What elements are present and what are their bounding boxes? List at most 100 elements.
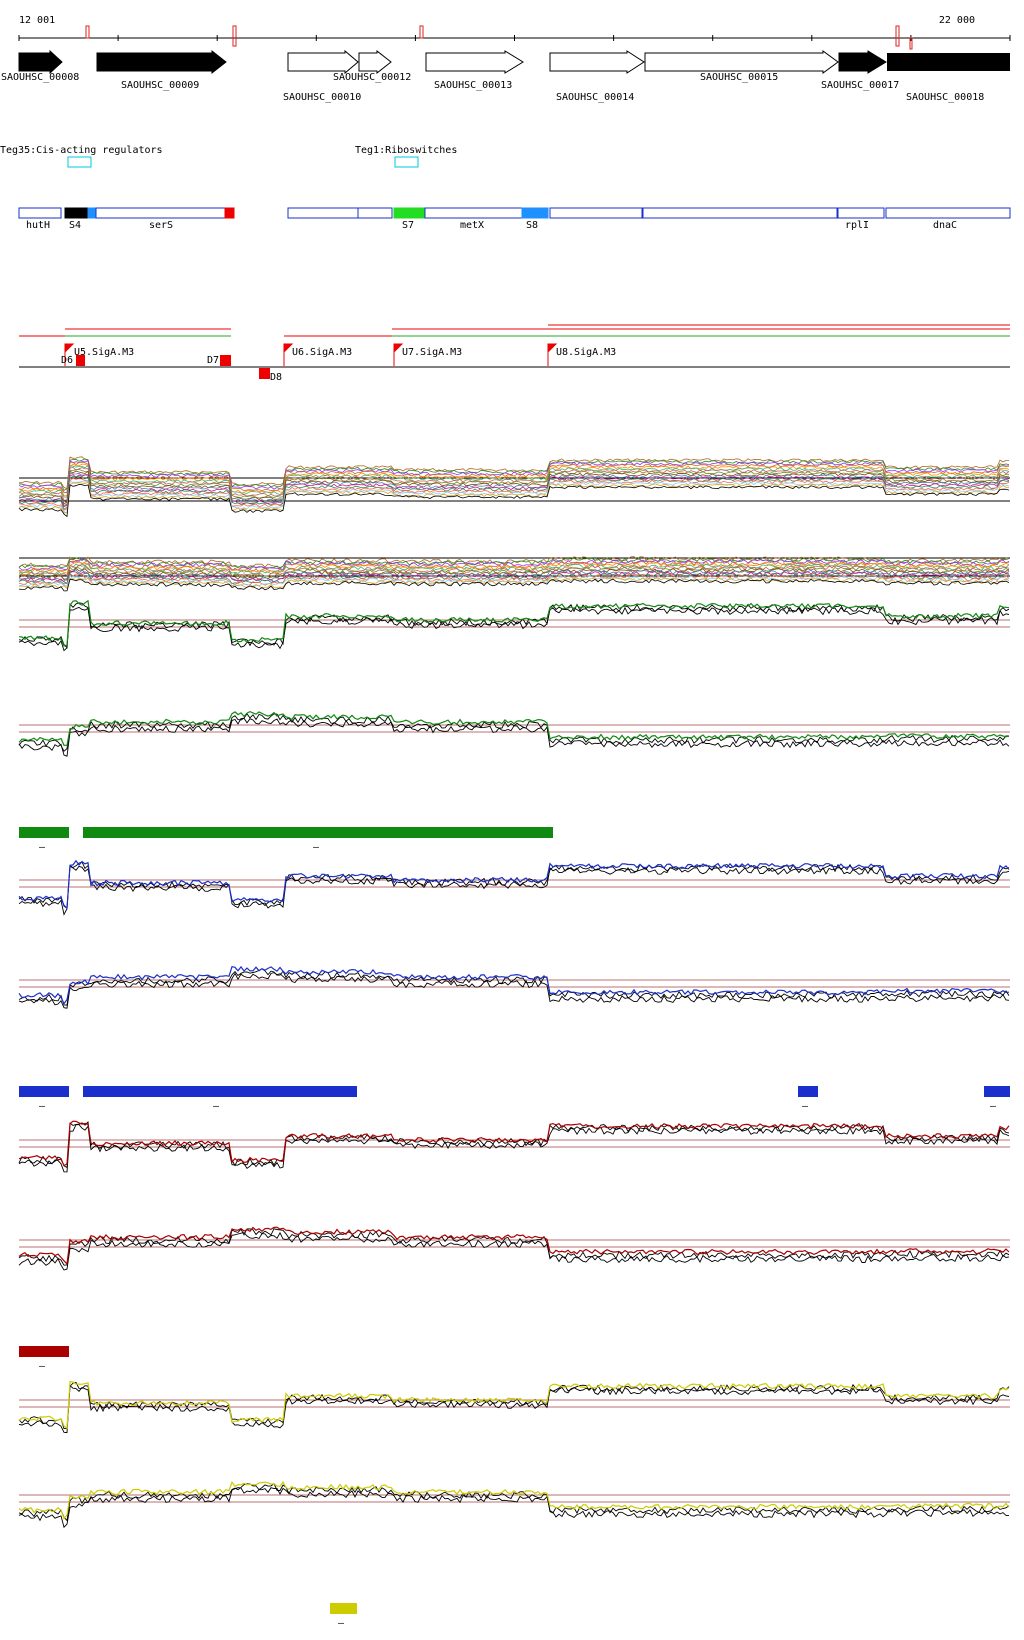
regulator-track: Teg35:Cis-acting regulators Teg1:Riboswi… xyxy=(0,145,457,168)
segment-box[interactable] xyxy=(287,207,359,219)
expression-profile-line xyxy=(18,561,1010,574)
segment-box[interactable] xyxy=(424,207,523,219)
profile-line xyxy=(18,599,1010,647)
bar-mark: – xyxy=(39,1361,46,1372)
segment-box[interactable] xyxy=(18,207,62,219)
transcription-unit-track: U5.SigA.M3 U6.SigA.M3 U7.SigA.M3 U8.SigA… xyxy=(19,324,1010,383)
gene-label: SAOUHSC_00013 xyxy=(434,80,512,91)
regulator-box[interactable] xyxy=(394,156,419,168)
terminator-block[interactable] xyxy=(259,368,270,379)
gene-label: SAOUHSC_00017 xyxy=(821,80,899,91)
ruler-marker xyxy=(232,25,237,47)
blue-condition-bar[interactable] xyxy=(984,1086,1010,1097)
segment-box[interactable] xyxy=(64,207,89,219)
red-condition-bar[interactable] xyxy=(19,1346,69,1357)
gene-arrow[interactable] xyxy=(838,50,887,74)
profile-line xyxy=(18,1381,1010,1430)
bar-mark: – xyxy=(338,1618,345,1629)
gene-label: SAOUHSC_00009 xyxy=(121,80,199,91)
terminator-label: D7 xyxy=(207,355,219,366)
terminator-block[interactable] xyxy=(220,355,231,366)
segment-box[interactable] xyxy=(549,207,643,219)
profile-line xyxy=(18,859,1010,910)
segment-box[interactable] xyxy=(837,207,885,219)
gene-arrow[interactable] xyxy=(549,50,645,74)
segment-box[interactable] xyxy=(87,207,97,219)
green-condition-bar[interactable] xyxy=(83,827,553,838)
segment-label: hutH xyxy=(26,220,50,231)
gene-arrow[interactable] xyxy=(96,49,227,75)
segment-label: metX xyxy=(460,220,484,231)
expression-profile-line xyxy=(18,483,1010,518)
expression-profile-line xyxy=(18,468,1010,503)
blue-condition-bar[interactable] xyxy=(83,1086,357,1097)
expression-profile-line xyxy=(18,572,1010,585)
profile-line xyxy=(18,965,1010,1005)
profile-line xyxy=(18,1480,1010,1520)
gene-block[interactable] xyxy=(887,53,1010,71)
profile-line xyxy=(18,865,1010,916)
promoter-flag[interactable] xyxy=(547,343,558,366)
expression-profile-line xyxy=(18,459,1010,493)
expression-profile-line xyxy=(18,558,1010,571)
blue-condition-bar[interactable] xyxy=(19,1086,69,1097)
terminator-block[interactable] xyxy=(76,355,85,366)
gene-track: SAOUHSC_00008 SAOUHSC_00009 SAOUHSC_0001… xyxy=(1,49,1010,103)
segment-label: S7 xyxy=(402,220,414,231)
gene-label: SAOUHSC_00008 xyxy=(1,72,79,83)
segment-box[interactable] xyxy=(393,207,426,219)
condition-bars: – – – – – – – – xyxy=(19,827,1010,1629)
gene-arrow[interactable] xyxy=(644,50,839,74)
segment-label: serS xyxy=(149,220,173,231)
regulator-box[interactable] xyxy=(67,156,92,168)
bar-mark: – xyxy=(313,842,320,853)
profile-line xyxy=(18,1124,1010,1173)
profile-line xyxy=(18,710,1010,746)
segment-label: S4 xyxy=(69,220,81,231)
expression-profile-line xyxy=(18,573,1010,587)
segment-label: dnaC xyxy=(933,220,957,231)
profile-line xyxy=(18,968,1010,1006)
promoter-label: U5.SigA.M3 xyxy=(74,347,134,358)
gene-label: SAOUHSC_00018 xyxy=(906,92,984,103)
gene-arrow[interactable] xyxy=(425,50,524,74)
gene-arrow[interactable] xyxy=(287,49,359,75)
segment-box[interactable] xyxy=(642,207,838,219)
expression-profile-line xyxy=(18,564,1010,577)
expression-profile-line xyxy=(18,578,1010,592)
segment-box[interactable] xyxy=(885,207,1011,219)
bar-mark: – xyxy=(990,1101,997,1112)
profile-line xyxy=(18,606,1010,652)
condition-panel xyxy=(18,1120,1010,1271)
bar-mark: – xyxy=(213,1101,220,1112)
promoter-flags: U5.SigA.M3 U6.SigA.M3 U7.SigA.M3 U8.SigA… xyxy=(64,343,616,366)
segment-box[interactable] xyxy=(224,207,235,219)
expression-detail-panel xyxy=(18,556,1010,592)
blue-condition-bar[interactable] xyxy=(798,1086,818,1097)
yellow-condition-bar[interactable] xyxy=(330,1603,357,1614)
gene-arrow[interactable] xyxy=(18,49,63,75)
profile-line xyxy=(18,1487,1009,1529)
bar-mark: – xyxy=(39,842,46,853)
profile-line xyxy=(18,1226,1010,1266)
profile-line xyxy=(18,861,1010,909)
promoter-flag[interactable] xyxy=(64,343,75,366)
profile-line xyxy=(18,972,1010,1009)
ruler-marker xyxy=(895,25,900,47)
ruler-marker xyxy=(909,37,913,50)
segment-label: S8 xyxy=(526,220,538,231)
promoter-flag[interactable] xyxy=(283,343,294,366)
profile-line xyxy=(18,1381,1010,1430)
expression-profile-line xyxy=(18,465,1010,498)
expression-profile-line xyxy=(18,474,1010,508)
segment-box[interactable] xyxy=(521,207,549,219)
segment-box[interactable] xyxy=(357,207,393,219)
segment-box[interactable] xyxy=(95,207,226,219)
promoter-flag[interactable] xyxy=(393,343,404,366)
expression-profile-line xyxy=(18,463,1010,497)
profile-line xyxy=(18,717,1010,757)
green-condition-bar[interactable] xyxy=(19,827,69,838)
profile-line xyxy=(18,1121,1010,1169)
bar-mark: – xyxy=(802,1101,809,1112)
gene-arrow[interactable] xyxy=(358,49,392,75)
